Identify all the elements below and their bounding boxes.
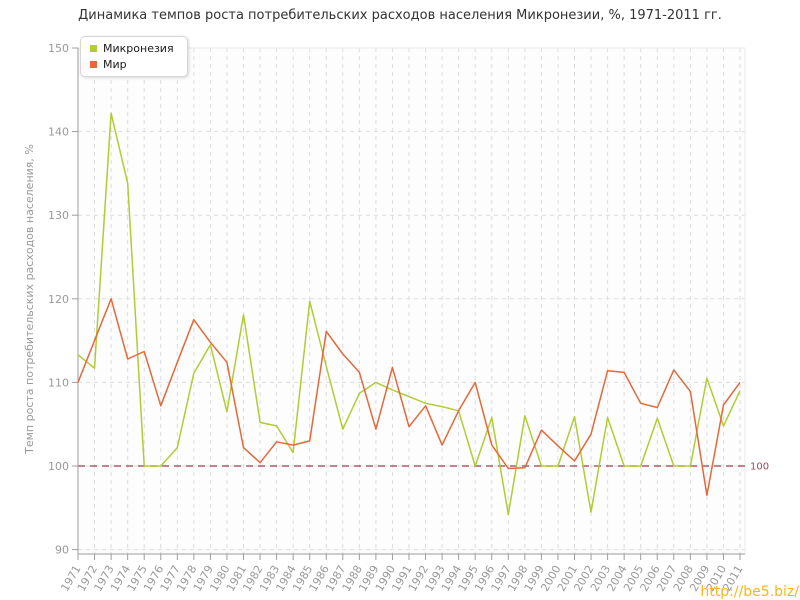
series-line-1 [77, 298, 741, 497]
series-line-0 [77, 112, 741, 516]
legend-swatch-world [90, 61, 97, 68]
y-tick-label: 130 [48, 209, 69, 222]
legend-item-micronesia: Микронезия [90, 42, 174, 55]
y-tick-label: 150 [48, 42, 69, 55]
chart-title: Динамика темпов роста потребительских ра… [78, 8, 722, 23]
y-tick-label: 120 [48, 293, 69, 306]
legend-swatch-micronesia [90, 45, 97, 52]
guide-label: 100 [750, 462, 769, 473]
plot-background [78, 48, 745, 554]
y-tick-label: 140 [48, 126, 69, 139]
y-tick-label: 90 [55, 544, 69, 557]
y-axis-title: Темп роста потребительских расходов насе… [23, 144, 36, 454]
legend-item-world: Мир [90, 58, 174, 71]
legend: Микронезия Мир [80, 36, 188, 77]
y-tick-label: 100 [48, 460, 69, 473]
legend-label-world: Мир [103, 58, 127, 71]
legend-label-micronesia: Микронезия [103, 42, 174, 55]
watermark-link[interactable]: http://be5.biz/ [700, 584, 799, 600]
y-tick-label: 110 [48, 376, 69, 389]
